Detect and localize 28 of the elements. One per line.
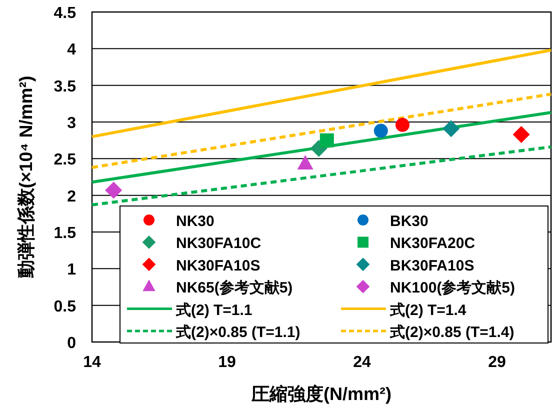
legend-label: NK65(参考文献5) — [176, 280, 293, 297]
x-axis-title: 圧縮強度(N/mm²) — [250, 384, 392, 404]
y-tick-label: 0 — [67, 335, 76, 352]
y-tick-label: 3.5 — [54, 78, 76, 96]
y-tick-label: 1.5 — [54, 225, 76, 242]
legend-label: NK30FA20C — [390, 235, 476, 252]
legend-label: 式(2)×0.85 (T=1.4) — [389, 324, 514, 341]
y-tick-label: 2 — [67, 188, 76, 206]
y-tick-label: 2.5 — [54, 152, 76, 169]
x-tick-label: 14 — [83, 354, 101, 371]
y-tick-label: 1 — [67, 262, 76, 279]
legend-label: NK30FA10S — [176, 257, 260, 274]
x-tick-label: 29 — [488, 354, 506, 371]
y-tick-label: 3 — [67, 115, 76, 132]
legend-label: NK30FA10C — [176, 235, 262, 252]
legend-label: 式(2)×0.85 (T=1.1) — [175, 324, 300, 341]
y-tick-label: 4 — [67, 42, 76, 59]
legend-label: NK30 — [176, 213, 214, 230]
y-tick-label: 0.5 — [54, 298, 76, 316]
legend-label: BK30FA10S — [390, 257, 474, 274]
legend-label: 式(2) T=1.4 — [389, 302, 467, 319]
x-tick-label: 19 — [218, 354, 236, 371]
legend-label: 式(2) T=1.1 — [175, 302, 252, 319]
x-tick-label: 24 — [353, 354, 371, 371]
y-tick-label: 4.5 — [54, 5, 76, 22]
legend-label: NK100(参考文献5) — [390, 280, 516, 297]
legend-label: BK30 — [390, 213, 428, 230]
y-axis-title: 動弾性係数(×10⁴ N/mm²) — [16, 76, 36, 280]
